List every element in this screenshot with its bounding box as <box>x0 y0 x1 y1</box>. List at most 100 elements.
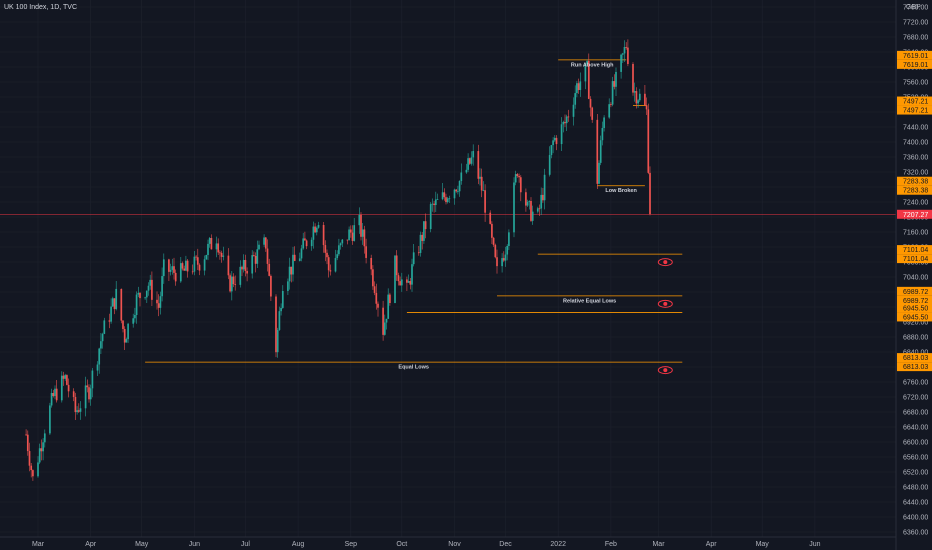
candle-body[interactable] <box>400 279 403 286</box>
candle-body[interactable] <box>412 252 415 265</box>
candle-body[interactable] <box>246 271 248 274</box>
candle-body[interactable] <box>220 252 223 257</box>
candle-body[interactable] <box>239 266 242 285</box>
candle-body[interactable] <box>91 370 94 389</box>
candle-body[interactable] <box>292 254 294 275</box>
candle-body[interactable] <box>263 237 265 245</box>
candle-body[interactable] <box>363 229 366 247</box>
candle-body[interactable] <box>484 190 486 213</box>
candle-body[interactable] <box>103 320 106 334</box>
candle-body[interactable] <box>72 391 75 397</box>
candle-body[interactable] <box>375 292 378 304</box>
candle-body[interactable] <box>256 249 259 264</box>
candle-body[interactable] <box>530 201 532 221</box>
candle-body[interactable] <box>448 198 451 200</box>
candle-body[interactable] <box>637 100 639 104</box>
candle-body[interactable] <box>207 243 209 255</box>
candle-body[interactable] <box>555 137 558 145</box>
candle-body[interactable] <box>536 208 539 212</box>
candle-body[interactable] <box>596 119 599 184</box>
candle-body[interactable] <box>460 172 463 181</box>
candle-body[interactable] <box>157 303 160 308</box>
candle-body[interactable] <box>436 199 439 201</box>
candle-body[interactable] <box>353 225 356 241</box>
candle-body[interactable] <box>431 203 434 205</box>
candle-body[interactable] <box>491 223 493 238</box>
candle-body[interactable] <box>244 259 247 272</box>
candle-body[interactable] <box>298 258 301 261</box>
candle-body[interactable] <box>467 158 469 170</box>
candle-body[interactable] <box>409 281 412 285</box>
candle-body[interactable] <box>458 180 461 192</box>
candle-body[interactable] <box>489 212 492 224</box>
candle-body[interactable] <box>266 248 269 264</box>
candle-body[interactable] <box>625 47 628 48</box>
candle-body[interactable] <box>385 318 388 323</box>
candle-body[interactable] <box>132 318 135 324</box>
candle-body[interactable] <box>196 257 199 265</box>
candle-body[interactable] <box>151 279 153 300</box>
candle-body[interactable] <box>429 204 432 230</box>
candle-body[interactable] <box>373 286 376 293</box>
candle-body[interactable] <box>312 226 315 240</box>
candle-body[interactable] <box>382 307 384 335</box>
candle-body[interactable] <box>394 255 396 304</box>
candle-body[interactable] <box>446 198 449 203</box>
candle-body[interactable] <box>280 307 282 312</box>
candle-body[interactable] <box>254 255 257 264</box>
candle-body[interactable] <box>635 91 638 104</box>
candle-body[interactable] <box>234 284 237 285</box>
candle-body[interactable] <box>387 294 390 319</box>
candle-body[interactable] <box>195 256 197 258</box>
candle-body[interactable] <box>203 259 206 271</box>
candle-body[interactable] <box>253 255 255 256</box>
candle-body[interactable] <box>169 269 172 272</box>
candle-body[interactable] <box>351 232 354 241</box>
candle-body[interactable] <box>599 140 602 163</box>
candle-body[interactable] <box>526 201 529 206</box>
candle-body[interactable] <box>137 292 140 295</box>
candle-body[interactable] <box>567 116 570 118</box>
candle-body[interactable] <box>159 296 162 308</box>
candle-body[interactable] <box>349 229 352 233</box>
candle-body[interactable] <box>264 237 267 249</box>
candle-body[interactable] <box>591 107 594 120</box>
candle-body[interactable] <box>227 255 230 276</box>
candle-body[interactable] <box>210 237 213 250</box>
candle-body[interactable] <box>421 234 424 241</box>
candle-body[interactable] <box>397 275 400 282</box>
candle-body[interactable] <box>40 448 43 452</box>
candle-body[interactable] <box>611 81 614 105</box>
candle-body[interactable] <box>336 254 339 259</box>
candle-body[interactable] <box>584 64 587 82</box>
candle-body[interactable] <box>215 243 218 250</box>
candle-body[interactable] <box>161 276 163 297</box>
candle-body[interactable] <box>100 341 102 349</box>
candle-body[interactable] <box>361 229 364 237</box>
candle-body[interactable] <box>613 81 616 87</box>
candle-body[interactable] <box>179 263 182 282</box>
candle-body[interactable] <box>560 124 563 145</box>
candle-body[interactable] <box>174 272 177 282</box>
candle-body[interactable] <box>315 227 318 233</box>
candle-body[interactable] <box>516 174 519 177</box>
candle-body[interactable] <box>268 263 271 276</box>
candle-body[interactable] <box>553 137 556 141</box>
candle-body[interactable] <box>417 252 420 254</box>
candle-body[interactable] <box>300 248 303 259</box>
candle-body[interactable] <box>162 259 165 277</box>
eye-icon[interactable] <box>657 299 673 308</box>
candle-body[interactable] <box>258 244 260 250</box>
candle-body[interactable] <box>407 281 410 283</box>
candle-body[interactable] <box>302 238 305 249</box>
candle-body[interactable] <box>587 60 590 99</box>
candle-body[interactable] <box>186 260 189 272</box>
candle-body[interactable] <box>156 299 158 304</box>
candle-body[interactable] <box>441 192 444 200</box>
candle-body[interactable] <box>501 258 503 267</box>
candle-body[interactable] <box>54 388 56 397</box>
candle-body[interactable] <box>43 433 46 443</box>
candle-body[interactable] <box>324 245 327 253</box>
candle-body[interactable] <box>647 109 650 173</box>
candle-body[interactable] <box>513 182 515 233</box>
